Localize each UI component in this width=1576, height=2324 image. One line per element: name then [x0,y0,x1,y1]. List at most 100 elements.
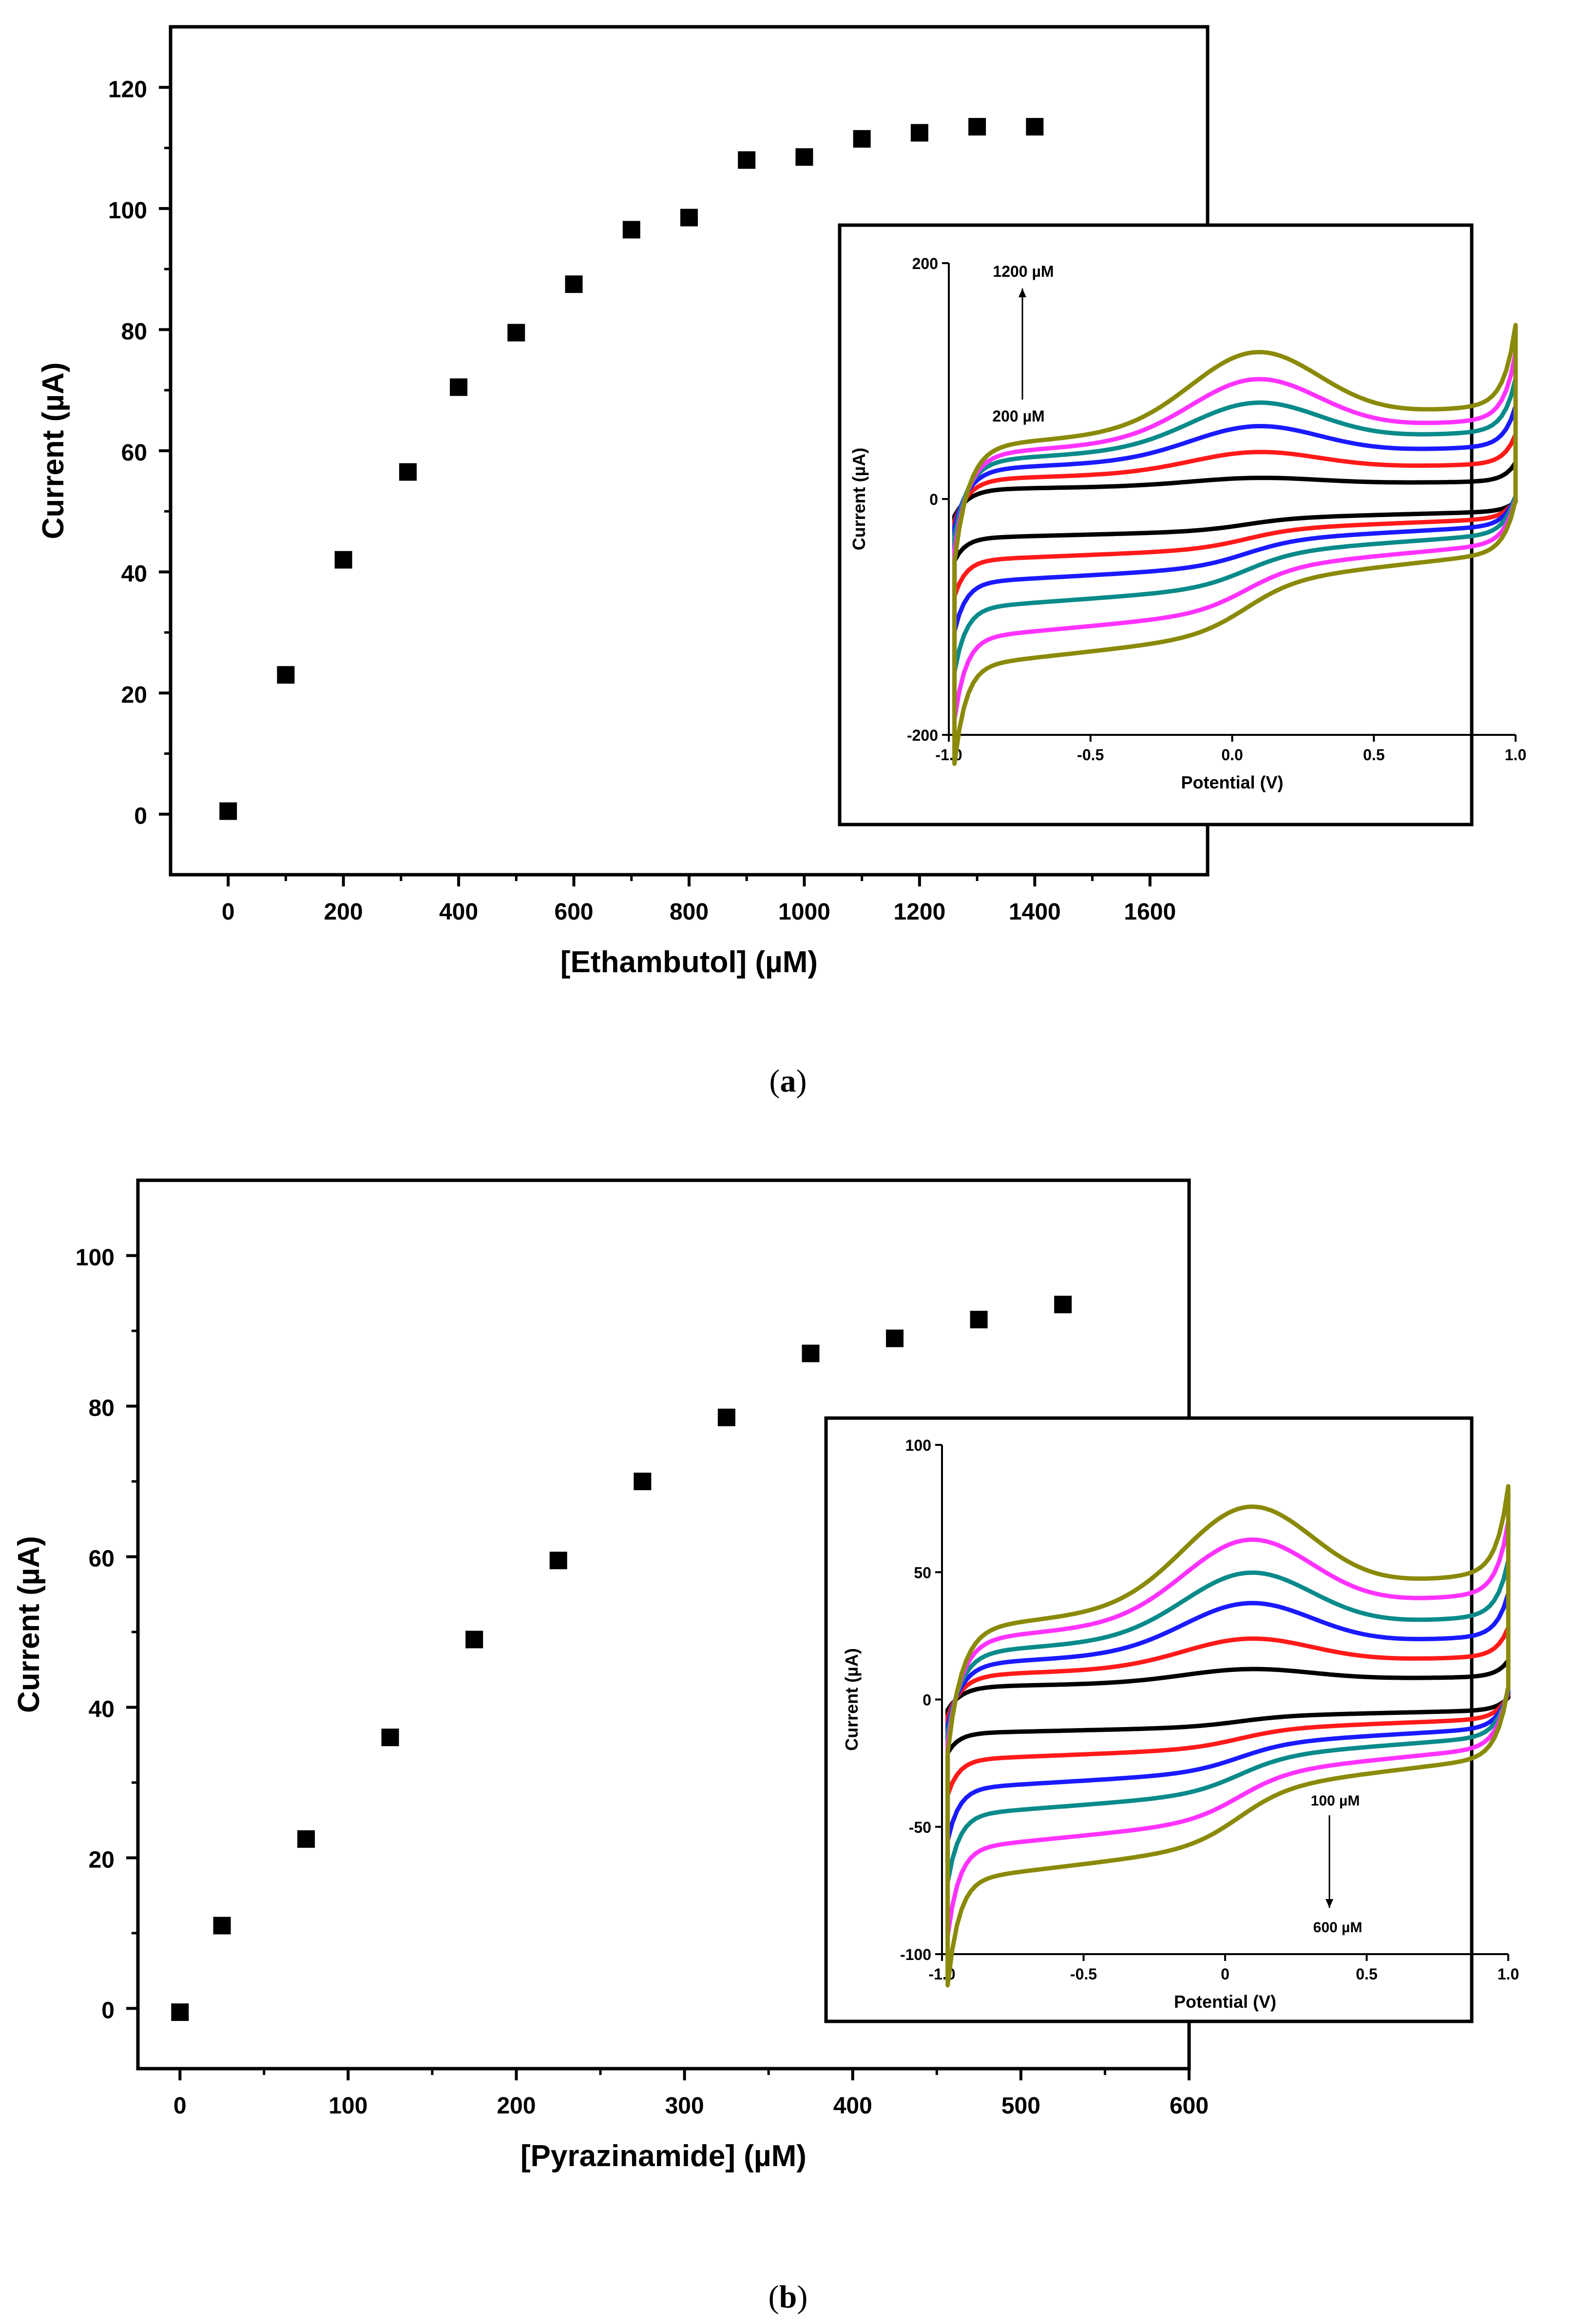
y-tick-label: 0 [101,1997,115,2023]
panel-a-caption-open: ( [769,1063,780,1099]
cv-curve [952,323,1518,766]
data-point [381,1729,399,1747]
y-tick-label: 100 [76,1245,115,1270]
inset-x-tick-label: 1.0 [1498,1965,1519,1983]
data-point [297,1830,315,1848]
inset-y-axis-label: Current (µA) [849,448,869,551]
inset-annotation-top: 100 µM [1311,1793,1360,1809]
y-tick-label: 80 [89,1395,115,1421]
inset-annotation-bottom: 600 µM [1313,1920,1363,1936]
data-point [507,324,525,342]
panel-b-caption: (b) [769,2279,808,2315]
inset-x-tick-label: 0 [1221,1965,1230,1983]
x-tick-label: 1200 [893,899,945,925]
data-point [717,1408,735,1426]
y-axis-label: Current (µA) [12,1536,46,1713]
x-tick-label: 800 [670,899,709,925]
x-axis-label: [Pyrazinamide] (µM) [520,2139,807,2173]
data-point [450,378,468,396]
x-tick-label: 0 [173,2093,187,2119]
y-axis-label: Current (µA) [37,363,70,539]
x-tick-label: 200 [497,2093,536,2119]
data-point [680,209,698,227]
panel-b-caption-letter: b [779,2279,797,2315]
data-point [171,2003,189,2021]
y-tick-label: 120 [108,77,147,102]
x-axis-label: [Ethambutol] (µM) [560,945,818,979]
inset-annotation-top: 1200 µM [993,263,1054,280]
inset-x-axis-label: Potential (V) [1174,1992,1276,2012]
inset-x-tick-label: 0.0 [1221,746,1243,764]
inset-y-tick-label: -200 [907,727,938,744]
x-tick-label: 0 [222,899,235,925]
data-point [968,118,986,136]
inset-y-axis-label: Current (µA) [842,1648,862,1751]
inset-y-tick-label: 0 [923,1691,931,1709]
inset-y-tick-label: 200 [912,255,938,272]
y-tick-label: 20 [89,1847,115,1873]
inset-arrow-head [1019,288,1026,297]
inset-y-tick-label: 100 [905,1437,931,1454]
data-point [738,151,756,169]
x-tick-label: 1600 [1124,899,1176,925]
inset-y-tick-label: 50 [914,1564,931,1581]
inset-x-tick-label: -0.5 [1070,1965,1097,1983]
y-tick-label: 20 [121,682,147,708]
x-tick-label: 400 [833,2093,872,2119]
x-tick-label: 200 [324,899,363,925]
data-point [622,221,640,239]
y-tick-label: 80 [121,319,147,345]
data-point [465,1631,483,1649]
inset-arrow-head [1326,1899,1333,1908]
y-tick-label: 60 [121,440,147,466]
data-point [1026,118,1044,136]
panel-a-main-chart: 0 200 400 600 800 1000 1200 1400 160002040608010… [37,25,1210,979]
data-point [549,1552,567,1570]
data-point [910,124,928,142]
inset-x-tick-label: 0.5 [1363,746,1384,764]
y-tick-label: 0 [134,804,147,829]
y-tick-label: 100 [108,198,147,224]
y-tick-label: 40 [121,561,147,587]
data-point [565,275,583,293]
inset-y-tick-label: -100 [900,1946,931,1963]
data-point [853,130,871,148]
data-point [399,463,417,481]
cv-curve [945,1484,1511,1988]
x-tick-label: 500 [1001,2093,1040,2119]
inset-annotation-bottom: 200 µM [992,407,1044,425]
y-tick-label: 40 [89,1696,115,1722]
y-tick-label: 60 [89,1546,115,1572]
inset-y-tick-label: -50 [909,1819,931,1836]
x-tick-label: 600 [555,899,594,925]
x-tick-label: 300 [665,2093,704,2119]
panel-b-inset-frame [824,1416,1474,2023]
inset-x-tick-label: 0.5 [1356,1965,1377,1983]
panel-a: 0 200 400 600 800 1000 1200 1400 160002040608010… [37,25,1526,1099]
panel-a-caption-letter: a [780,1063,796,1099]
data-point [802,1344,820,1363]
data-point [795,148,813,166]
panel-a-caption: (a) [769,1063,807,1099]
data-point [1054,1295,1072,1313]
x-tick-label: 1400 [1009,899,1061,925]
x-tick-label: 600 [1170,2093,1209,2119]
panel-a-caption-close: ) [796,1063,807,1099]
panel-b-caption-open: ( [769,2279,779,2315]
panel-b-caption-close: ) [797,2279,807,2315]
data-point [219,802,237,820]
data-point [277,666,295,684]
x-tick-label: 400 [439,899,478,925]
data-point [886,1329,904,1347]
data-point [334,551,352,569]
x-tick-label: 100 [328,2093,367,2119]
inset-x-axis-label: Potential (V) [1181,772,1283,792]
x-tick-label: 1000 [778,899,830,925]
data-point [634,1472,652,1490]
inset-y-tick-label: 0 [929,491,938,508]
panel-b: 0 100 200 300 400 500 600020406080100[Pyrazina… [12,1178,1519,2315]
data-point [970,1310,988,1328]
